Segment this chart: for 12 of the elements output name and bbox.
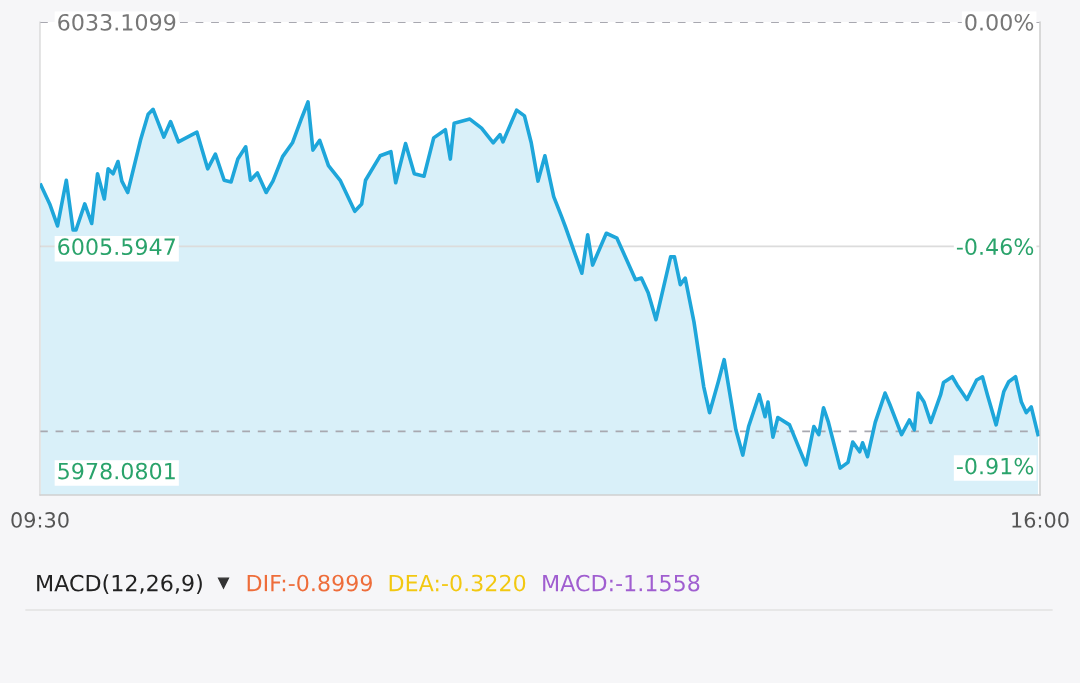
text: MACD(12,26,9) [37,574,202,595]
x-tick-label: 09:30 [11,512,69,528]
x-tick-label: 16:00 [1012,512,1069,528]
y2-tick-label: 0.00% [965,13,1034,31]
y2-tick-label: -0.46% [956,238,1034,256]
y2-tick-label: -0.91% [956,457,1034,475]
y-tick-label: 6005.5947 [58,238,175,256]
y-tick-label: 6033.1099 [58,13,176,31]
y-tick-label: 5978.0801 [58,462,175,480]
text: DIF:-0.8999 [247,574,372,592]
text: MACD:-1.1558 [543,574,700,592]
text: DEA:-0.3220 [389,574,526,592]
